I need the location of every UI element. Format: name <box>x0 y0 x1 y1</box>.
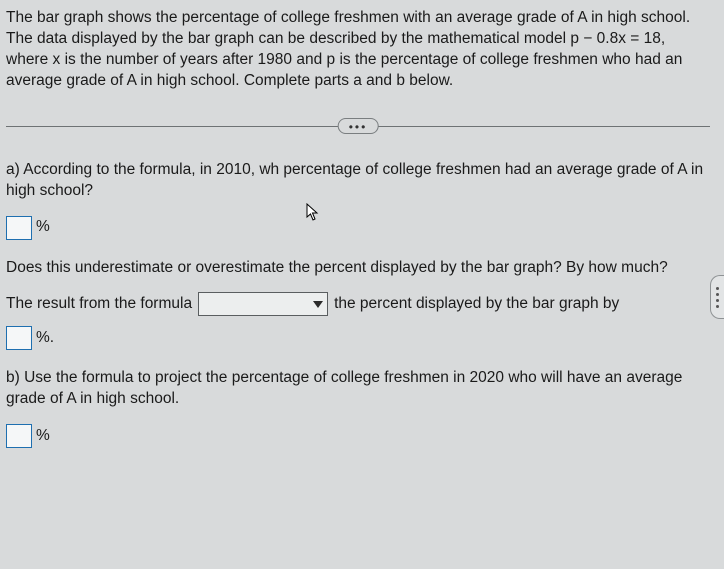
percent-label: % <box>36 217 50 238</box>
answer-a2-input[interactable] <box>6 326 32 350</box>
chevron-down-icon <box>313 301 323 308</box>
part-a-question-1: a) According to the formula, in 2010, wh… <box>6 160 710 202</box>
answer-a2-row: %. <box>6 326 710 350</box>
expand-pill[interactable]: ••• <box>338 118 379 134</box>
percent-label-3: % <box>36 426 50 447</box>
answer-a1-row: % <box>6 216 710 240</box>
side-drawer-handle[interactable] <box>710 275 724 319</box>
answer-b-row: % <box>6 424 710 448</box>
intro-text: The bar graph shows the percentage of co… <box>6 8 710 92</box>
percent-label-2: %. <box>36 328 54 349</box>
part-b-question: b) Use the formula to project the percen… <box>6 368 710 410</box>
compare-after-text: the percent displayed by the bar graph b… <box>334 294 619 315</box>
answer-a1-input[interactable] <box>6 216 32 240</box>
drag-dots-icon <box>716 287 719 308</box>
compare-before-text: The result from the formula <box>6 294 192 315</box>
part-a-question-2: Does this underestimate or overestimate … <box>6 258 710 279</box>
answer-b-input[interactable] <box>6 424 32 448</box>
compare-row: The result from the formula the percent … <box>6 292 710 316</box>
section-divider: ••• <box>6 116 710 136</box>
compare-select[interactable] <box>198 292 328 316</box>
